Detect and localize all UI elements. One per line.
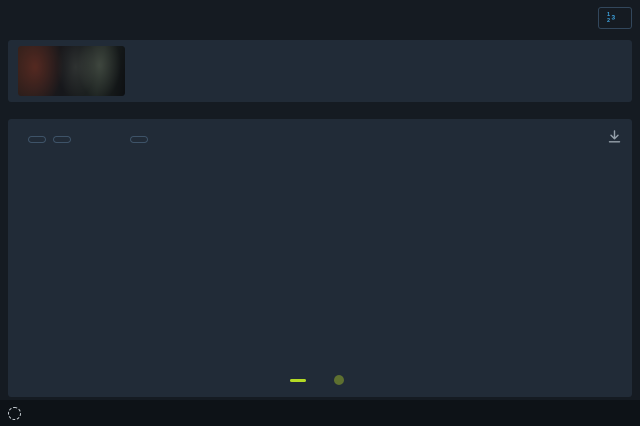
player-chart[interactable]	[8, 159, 632, 373]
stat-24h-peak	[292, 71, 459, 72]
limited-data-notice	[0, 400, 640, 426]
steamdb-watermark	[0, 102, 640, 117]
markers-dot-swatch-icon	[334, 375, 344, 385]
zoom-1y-button[interactable]	[117, 137, 123, 142]
players-line-swatch-icon	[290, 378, 306, 382]
legend-players[interactable]	[290, 375, 312, 385]
compare-button[interactable]: 1 2 3	[598, 7, 632, 29]
chart-footer	[8, 373, 632, 397]
download-chart-button[interactable]	[607, 129, 622, 149]
legend-markers[interactable]	[334, 375, 350, 385]
sort-numeric-icon: 1 2 3	[607, 11, 618, 25]
stats-panel	[8, 40, 632, 102]
zoom-max-button[interactable]	[130, 135, 148, 143]
svg-text:3: 3	[612, 15, 616, 22]
stat-current-players	[125, 71, 292, 72]
zoom-48h-button[interactable]	[28, 135, 46, 143]
zoom-1w-button[interactable]	[53, 135, 71, 143]
game-capsule-image[interactable]	[18, 46, 125, 96]
svg-text:1: 1	[607, 12, 610, 18]
dashed-circle-icon	[8, 406, 21, 420]
zoom-6m-button[interactable]	[104, 137, 110, 142]
stat-alltime-peak	[459, 71, 626, 72]
app-header: 1 2 3	[0, 0, 640, 36]
svg-text:2: 2	[607, 18, 610, 22]
charts-panel	[8, 119, 632, 397]
zoom-3m-button[interactable]	[91, 137, 97, 142]
zoom-1m-button[interactable]	[78, 137, 84, 142]
download-icon	[607, 129, 622, 149]
chart-legend	[8, 373, 632, 385]
chart-toolbar	[18, 129, 622, 149]
